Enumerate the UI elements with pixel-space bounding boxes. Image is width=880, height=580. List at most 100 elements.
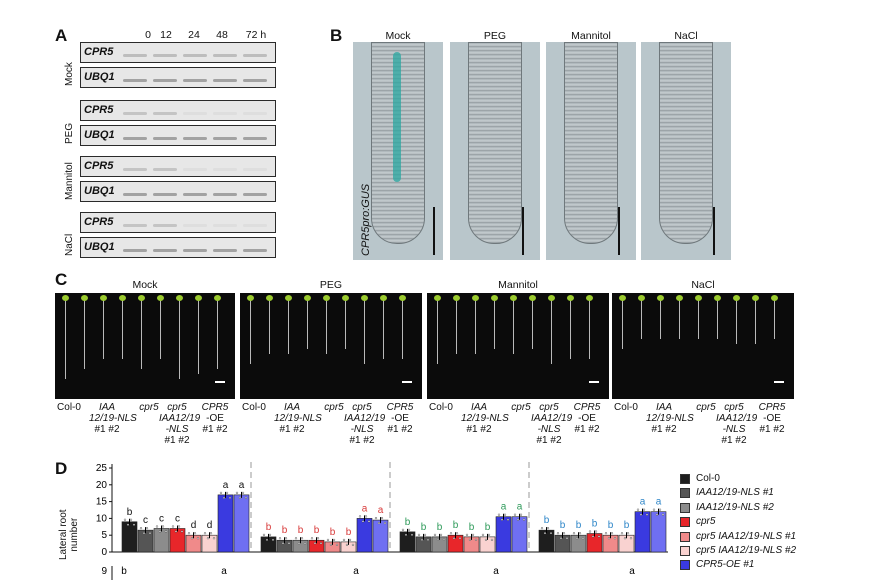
seedling-photo	[240, 293, 422, 399]
data-point	[164, 530, 168, 533]
data-point	[383, 521, 387, 525]
genotype-label: cpr5	[503, 402, 539, 413]
genotype-label-line: CPR5	[758, 402, 786, 413]
scale-bar	[433, 207, 435, 255]
seedling-leaf	[266, 295, 273, 301]
seedling-root	[774, 299, 775, 339]
genotype-label-line: IAA12/19	[531, 413, 573, 424]
bar	[121, 521, 138, 553]
gel-band	[243, 168, 267, 171]
gel-band	[243, 137, 267, 140]
data-point	[465, 533, 469, 536]
timepoint-label: 72 h	[245, 29, 267, 41]
legend-swatch	[680, 502, 690, 513]
data-point	[155, 525, 159, 528]
gel-band	[123, 168, 147, 171]
y-tick-label: 5	[101, 530, 107, 541]
seedling-root	[494, 299, 495, 349]
gel-band	[213, 224, 237, 227]
bar	[511, 516, 528, 553]
data-point	[458, 537, 462, 540]
seedling-leaf	[380, 295, 387, 301]
seedling-root	[755, 299, 756, 344]
gel-band	[243, 193, 267, 196]
gel-band	[213, 249, 237, 252]
genotype-label-line: Col-0	[57, 402, 81, 413]
genotype-label-line: cpr5	[511, 402, 531, 413]
genotype-label: Col-0	[236, 402, 272, 413]
data-point	[629, 537, 633, 540]
data-point	[222, 496, 226, 499]
bar	[356, 518, 373, 553]
data-point	[626, 532, 630, 535]
data-point	[484, 538, 488, 541]
genotype-label: cpr5	[316, 402, 352, 413]
significance-letter: b	[469, 522, 475, 533]
seedling-root	[456, 299, 457, 354]
bar	[495, 516, 512, 553]
seedling-leaf	[214, 295, 221, 301]
data-point	[319, 542, 323, 545]
genotype-label-line: 12/19-NLS	[461, 413, 509, 424]
gel-strip: UBQ1	[80, 67, 276, 88]
genotype-label-line: #1 #2	[759, 424, 785, 435]
data-point	[575, 537, 579, 540]
data-point	[345, 543, 349, 547]
data-point	[145, 527, 149, 530]
gene-label: UBQ1	[84, 241, 115, 253]
lower-significance-letter: a	[629, 566, 635, 577]
data-point	[148, 532, 152, 535]
seedling-leaf	[285, 295, 292, 301]
timepoint-label: 48	[216, 29, 228, 41]
genotype-label-line: cpr5	[539, 402, 559, 413]
genotype-label-line: IAA	[470, 402, 488, 413]
micrograph-title: Mock	[385, 30, 411, 42]
gel-strip: CPR5	[80, 156, 276, 177]
gel-band	[183, 54, 207, 57]
data-point	[180, 530, 184, 533]
significance-letter: c	[143, 515, 148, 526]
genotype-label-line: -NLS	[722, 424, 746, 435]
seedling-root	[122, 299, 123, 359]
genotype-label-line: IAA	[98, 402, 116, 413]
data-point	[278, 537, 282, 540]
micrograph	[353, 42, 443, 260]
seedling-root	[513, 299, 514, 354]
y-tick-label: 0	[101, 547, 107, 558]
seedling-root	[217, 299, 218, 369]
root-image	[564, 42, 618, 244]
legend-label: cpr5 IAA12/19-NLS #1	[696, 530, 797, 542]
gel-band	[213, 193, 237, 196]
data-point	[439, 533, 443, 536]
significance-letter: b	[453, 520, 459, 531]
genotype-label-line: cpr5	[139, 402, 159, 413]
data-point	[401, 528, 405, 531]
data-point	[380, 516, 384, 520]
genotype-label: cpr5	[688, 402, 724, 413]
scale-bar	[522, 207, 524, 255]
photo-scale-bar	[215, 381, 225, 383]
gel-band	[213, 79, 237, 82]
gel-band	[153, 112, 177, 115]
data-point	[610, 532, 614, 535]
seedling-root	[622, 299, 623, 349]
data-point	[271, 538, 275, 541]
data-point	[407, 528, 411, 531]
data-point	[132, 523, 136, 526]
gel-band	[123, 193, 147, 196]
data-point	[177, 525, 181, 528]
seedling-leaf	[434, 295, 441, 301]
data-point	[423, 533, 427, 536]
significance-letter: a	[640, 497, 646, 508]
data-point	[364, 515, 368, 518]
scale-bar	[713, 207, 715, 255]
significance-letter: b	[346, 527, 352, 538]
y-tick-label: 10	[96, 513, 108, 524]
significance-letter: b	[314, 525, 320, 536]
legend-label: IAA12/19-NLS #1	[696, 487, 774, 499]
seedling-leaf	[81, 295, 88, 301]
data-point	[158, 530, 162, 533]
data-point	[329, 543, 333, 547]
data-point	[367, 520, 371, 523]
data-point	[658, 508, 662, 511]
